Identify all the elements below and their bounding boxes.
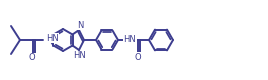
Text: O: O <box>135 52 141 62</box>
Text: HN: HN <box>74 52 86 60</box>
Text: HN: HN <box>124 34 136 44</box>
Text: O: O <box>29 54 35 62</box>
Text: N: N <box>77 20 83 30</box>
Text: HN: HN <box>46 34 59 42</box>
